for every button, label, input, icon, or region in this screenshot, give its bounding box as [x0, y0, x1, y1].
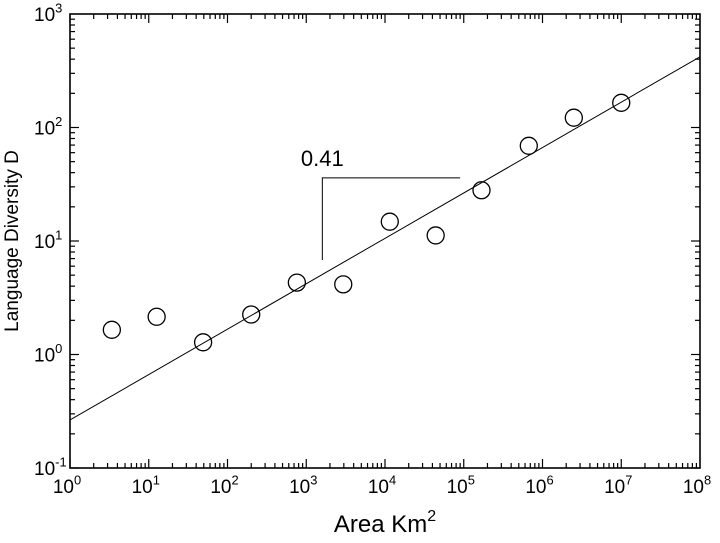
- x-tick-label: 101: [132, 472, 160, 498]
- y-tick-label: 101: [34, 227, 62, 253]
- x-tick-label: 100: [53, 472, 81, 498]
- slope-triangle: [321, 177, 461, 261]
- data-point: [287, 273, 307, 292]
- data-point: [426, 226, 445, 245]
- data-point: [612, 93, 631, 112]
- y-tick-label: 102: [34, 114, 62, 140]
- data-point: [564, 108, 583, 127]
- data-point: [519, 136, 538, 155]
- plot-frame: [69, 13, 701, 469]
- x-tick-label: 108: [683, 472, 711, 498]
- data-point: [472, 181, 491, 200]
- data-point: [102, 320, 122, 339]
- x-tick-label: 106: [525, 472, 553, 498]
- x-tick-label: 105: [447, 472, 475, 498]
- fit-line: [69, 56, 701, 421]
- x-tick-label: 103: [289, 472, 317, 498]
- y-axis-label: Language Diversity D: [2, 150, 23, 332]
- y-tick-label: 100: [34, 341, 62, 367]
- x-tick-label: 102: [210, 472, 238, 498]
- y-tick-label: 10-1: [34, 454, 67, 480]
- slope-label: 0.41: [301, 146, 344, 171]
- data-point: [334, 275, 353, 294]
- data-point: [242, 305, 261, 324]
- x-tick-label: 107: [604, 472, 632, 498]
- data-point: [380, 212, 399, 231]
- x-axis-label: Area Km2: [334, 508, 436, 538]
- data-point: [147, 307, 166, 326]
- y-tick-label: 103: [34, 0, 62, 26]
- x-tick-label: 104: [368, 472, 396, 498]
- data-point: [193, 333, 213, 352]
